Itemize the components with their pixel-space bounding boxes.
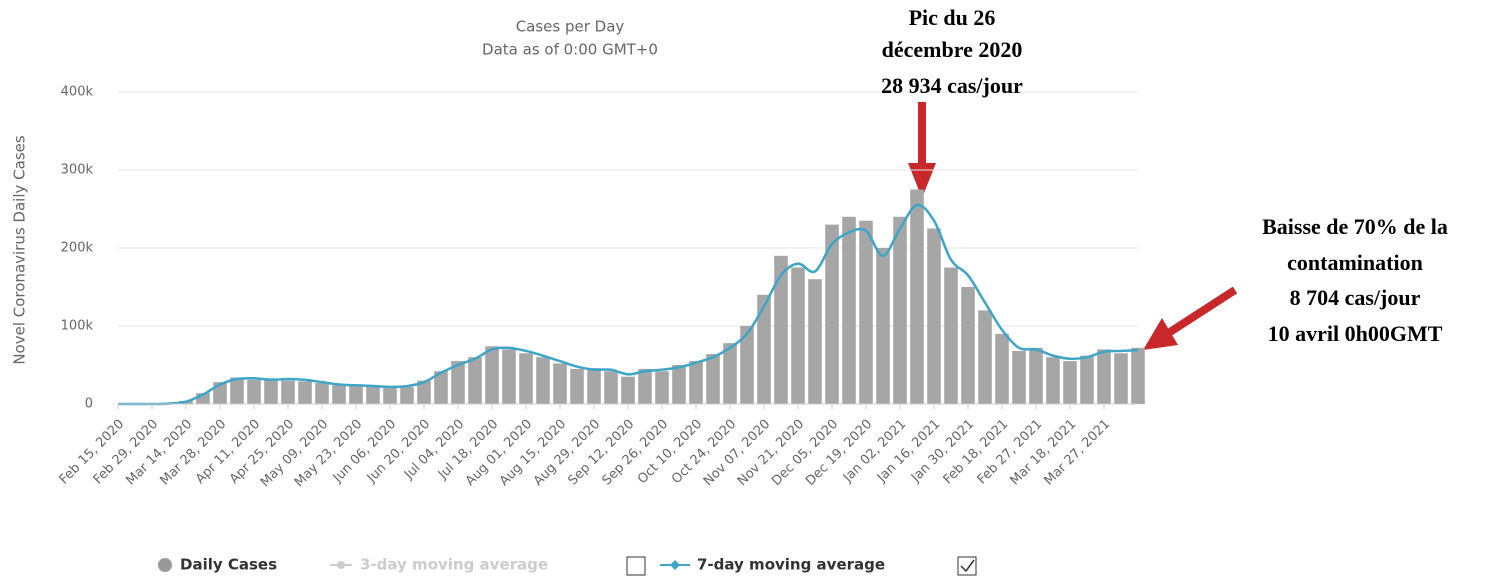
annotation: Baisse de 70% de la: [1262, 214, 1448, 239]
bar: [332, 385, 346, 404]
bar: [774, 255, 788, 404]
bar: [859, 220, 873, 404]
annotation: décembre 2020: [882, 37, 1023, 62]
bar: [1097, 349, 1111, 404]
bar: [264, 378, 278, 404]
y-tick-label: 400k: [61, 85, 94, 100]
bar: [825, 224, 839, 404]
bar: [893, 216, 907, 404]
bar: [706, 354, 720, 404]
bar: [1046, 357, 1060, 404]
bar: [757, 294, 771, 404]
bar: [910, 189, 924, 404]
bar: [927, 228, 941, 404]
bar: [791, 267, 805, 404]
bar: [604, 371, 618, 404]
bar: [740, 326, 754, 404]
bar: [502, 349, 516, 404]
bar: [485, 346, 499, 404]
bar: [995, 333, 1009, 404]
annotation: 8 704 cas/jour: [1290, 285, 1421, 310]
annotation: 28 934 cas/jour: [881, 73, 1023, 98]
bar: [1012, 350, 1026, 404]
bar: [247, 379, 261, 404]
bar: [434, 371, 448, 404]
bar: [553, 363, 567, 404]
checkbox[interactable]: [626, 556, 646, 576]
bar: [621, 376, 635, 404]
bar: [417, 380, 431, 404]
arrow-now: [1143, 286, 1238, 350]
bar: [978, 310, 992, 404]
y-tick-label: 0: [85, 397, 93, 412]
y-tick-label: 100k: [61, 319, 94, 334]
bar: [451, 361, 465, 404]
bar: [230, 377, 244, 404]
bar: [519, 353, 533, 404]
bar: [655, 371, 669, 404]
bar: [570, 368, 584, 404]
annotation: contamination: [1287, 250, 1423, 275]
legend-marker: [330, 561, 352, 569]
bar: [723, 343, 737, 404]
bar: [944, 267, 958, 404]
y-tick-label: 300k: [61, 163, 94, 178]
checkbox[interactable]: [957, 556, 977, 576]
bar: [1029, 347, 1043, 404]
legend-marker: [158, 558, 172, 572]
bar: [383, 386, 397, 404]
bar: [1063, 361, 1077, 404]
legend-label[interactable]: Daily Cases: [180, 556, 277, 574]
y-tick-label: 200k: [61, 241, 94, 256]
bar: [1080, 355, 1094, 404]
line: [117, 203, 1139, 406]
y-axis-label: Novel Coronavirus Daily Cases: [11, 135, 29, 365]
bar: [587, 368, 601, 404]
bar: [315, 382, 329, 404]
legend-marker: [660, 560, 690, 570]
legend-label[interactable]: 3-day moving average: [360, 556, 548, 574]
bar: [638, 368, 652, 404]
bar: [281, 380, 295, 404]
chart-title: Cases per Day: [516, 18, 625, 36]
bar: [536, 357, 550, 404]
bar: [672, 365, 686, 404]
bar: [400, 386, 414, 404]
bar: [196, 393, 210, 404]
arrow-peak: [908, 102, 936, 198]
bar: [808, 279, 822, 404]
bar: [298, 381, 312, 404]
chart-subtitle: Data as of 0:00 GMT+0: [482, 41, 658, 59]
bar: [349, 384, 363, 404]
bar: [842, 216, 856, 404]
bar: [1131, 347, 1145, 404]
bar: [468, 357, 482, 404]
bar: [1114, 353, 1128, 404]
bar: [366, 386, 380, 404]
bar: [961, 287, 975, 404]
annotation: Pic du 26: [909, 5, 996, 30]
bar: [689, 361, 703, 404]
bar: [876, 248, 890, 404]
annotation: 10 avril 0h00GMT: [1268, 321, 1443, 346]
legend-label[interactable]: 7-day moving average: [697, 556, 885, 574]
